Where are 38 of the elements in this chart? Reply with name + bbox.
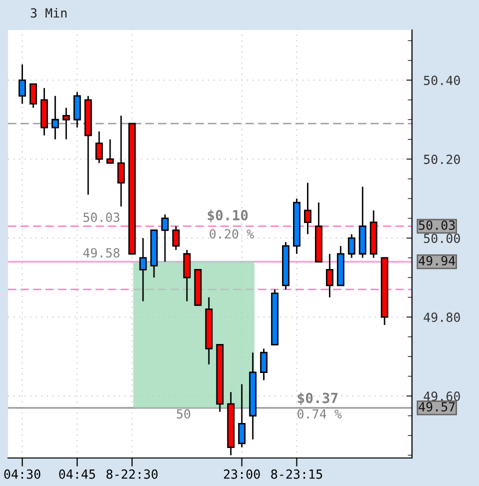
candlestick	[172, 226, 180, 251]
y-tick-label: 50.20	[424, 154, 460, 164]
annotation: 49.58	[83, 248, 120, 258]
ref-line-label: 50.03	[418, 220, 455, 230]
x-tick-label: 8-22:30	[106, 469, 158, 479]
y-tick-label: 49.60	[424, 392, 460, 401]
chart-title: 3 Min	[30, 8, 67, 18]
ref-line-label: 49.94	[418, 256, 456, 266]
candlestick	[139, 237, 147, 302]
x-tick-label: 8-23:15	[271, 469, 322, 479]
candlestick	[238, 383, 246, 448]
candlestick	[106, 138, 114, 164]
y-tick-label: 49.80	[424, 312, 460, 322]
annotation: 0.20 %	[210, 229, 254, 239]
y-tick-label: 50.00	[424, 234, 460, 244]
annotation: 0.74 %	[298, 409, 342, 419]
candlestick	[62, 107, 70, 140]
candlestick	[348, 233, 356, 259]
candlestick	[326, 253, 334, 298]
candlestick	[73, 91, 81, 128]
candlestick	[51, 95, 59, 140]
candlestick	[117, 114, 125, 208]
x-tick-label: 04:45	[59, 469, 95, 479]
ref-line-label: 49.57	[418, 402, 455, 412]
candlestick	[304, 182, 312, 235]
candlestick	[260, 348, 268, 381]
candlestick	[183, 249, 191, 302]
x-tick-label: 23:00	[224, 469, 260, 479]
y-tick-label: 50.40	[424, 76, 460, 86]
annotation: 50	[176, 409, 190, 419]
candlestick	[161, 214, 169, 262]
x-tick-label: 04:30	[4, 469, 40, 479]
candlestick	[18, 64, 26, 105]
annotation: $0.10	[208, 210, 248, 222]
annotation: $0.37	[298, 392, 338, 406]
candlestick	[95, 130, 103, 164]
annotation: 50.03	[84, 212, 120, 222]
candlestick	[30, 83, 37, 108]
